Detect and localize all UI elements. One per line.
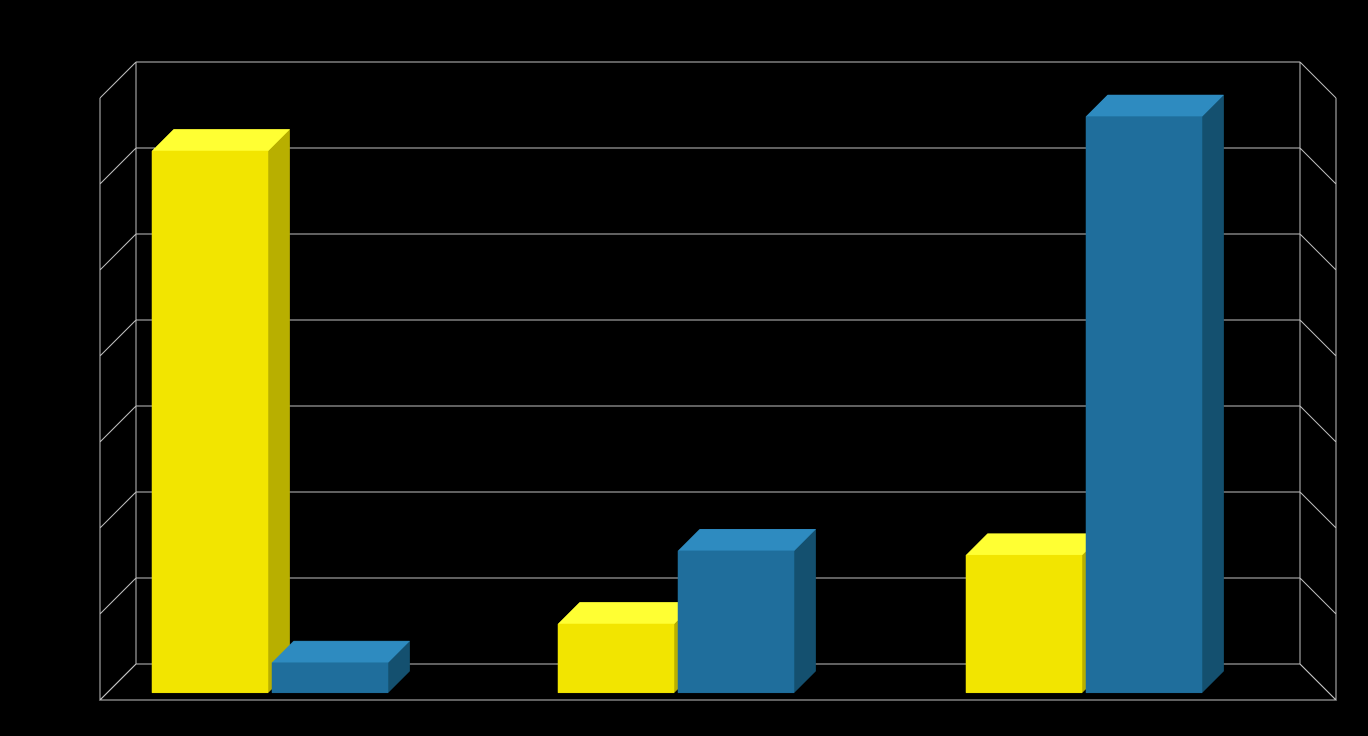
bar-series-a [558,602,696,692]
bar-series-b [272,641,410,693]
bar-chart-3d [0,0,1368,736]
bar-series-b [678,529,816,693]
bar-series-b [1086,95,1224,693]
bar-series-a [966,534,1104,693]
bar-series-a [152,129,290,692]
